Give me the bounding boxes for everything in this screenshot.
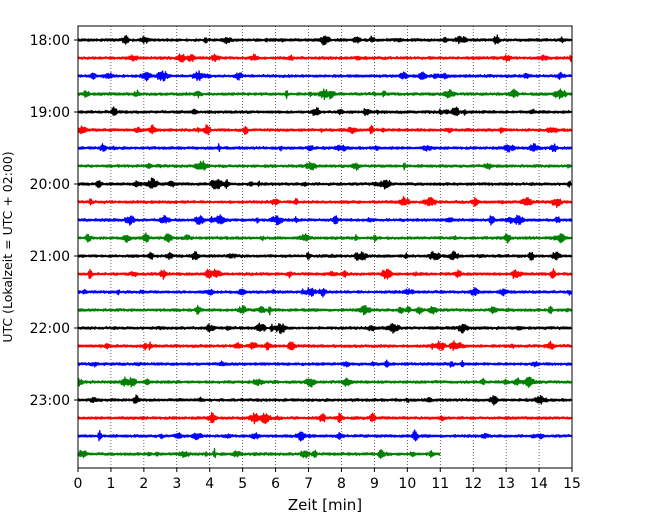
trace-2315 xyxy=(77,411,573,425)
trace-1845 xyxy=(77,88,573,101)
trace-2215 xyxy=(77,340,573,352)
y-tick-label: 20:00 xyxy=(30,177,70,193)
trace-2330 xyxy=(77,429,573,442)
trace-2200 xyxy=(77,322,573,335)
y-tick-label: 19:00 xyxy=(30,105,70,121)
x-tick-label: 10 xyxy=(398,476,416,492)
trace-2045 xyxy=(77,232,573,244)
x-axis-ticks: 0 1 2 3 4 5 6 7 8 9 10 11 12 13 14 15 xyxy=(74,468,581,492)
x-axis-label: Zeit [min] xyxy=(288,496,362,514)
trace-1945 xyxy=(77,160,573,171)
x-tick-label: 9 xyxy=(370,476,379,492)
x-tick-label: 7 xyxy=(304,476,313,492)
x-tick-label: 3 xyxy=(172,476,181,492)
trace-2300 xyxy=(77,394,573,406)
x-tick-label: 12 xyxy=(464,476,482,492)
trace-2000 xyxy=(77,177,573,190)
x-tick-label: 14 xyxy=(530,476,548,492)
trace-1815 xyxy=(77,53,573,63)
x-tick-label: 4 xyxy=(205,476,214,492)
trace-1915 xyxy=(77,124,573,136)
trace-2130 xyxy=(77,286,573,298)
trace-2230 xyxy=(77,359,573,368)
trace-1830 xyxy=(77,70,573,82)
x-tick-label: 13 xyxy=(497,476,515,492)
traces xyxy=(77,34,573,459)
trace-2145 xyxy=(77,304,573,316)
x-tick-label: 6 xyxy=(271,476,280,492)
trace-2030 xyxy=(77,214,573,226)
x-tick-label: 2 xyxy=(139,476,148,492)
trace-2115 xyxy=(77,268,573,280)
x-tick-label: 11 xyxy=(431,476,449,492)
y-tick-label: 21:00 xyxy=(30,249,70,265)
trace-2015 xyxy=(77,196,573,209)
y-axis-ticks: 18:00 19:00 20:00 21:00 22:00 23:00 xyxy=(30,33,78,409)
plot-frame xyxy=(77,25,573,469)
trace-1900 xyxy=(77,106,573,117)
x-tick-label: 8 xyxy=(337,476,346,492)
y-tick-label: 23:00 xyxy=(30,393,70,409)
x-tick-label: 0 xyxy=(74,476,83,492)
x-tick-label: 5 xyxy=(238,476,247,492)
x-tick-label: 1 xyxy=(106,476,115,492)
trace-1800 xyxy=(77,34,573,46)
x-tick-label: 15 xyxy=(563,476,581,492)
y-tick-label: 18:00 xyxy=(30,33,70,49)
y-axis-label: UTC (Lokalzeit = UTC + 02:00) xyxy=(0,151,15,342)
trace-2100 xyxy=(77,250,573,261)
y-tick-label: 22:00 xyxy=(30,321,70,337)
trace-2245 xyxy=(77,376,573,388)
trace-1930 xyxy=(77,142,573,153)
trace-2345 xyxy=(77,447,441,459)
